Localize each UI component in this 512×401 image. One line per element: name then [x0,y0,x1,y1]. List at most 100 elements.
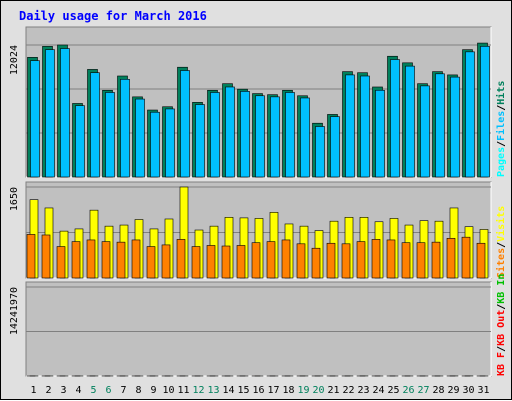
bar-sites [372,239,380,278]
day-label: 3 [60,385,66,396]
bar-files [211,92,220,177]
legend-entry: KB F [496,352,507,376]
bar-sites [57,247,65,278]
legend-top: Pages/Files/Hits [495,81,507,177]
day-label: 18 [282,385,294,396]
bar-files [301,98,310,177]
bar-sites [267,242,275,278]
day-label: 25 [387,385,399,396]
chart-title: Daily usage for March 2016 [19,9,207,23]
bar-files [196,105,205,177]
bar-files [241,91,250,177]
bar-sites [357,242,365,278]
bar-files [121,79,130,177]
bar-sites [132,240,140,278]
bar-files [181,71,190,177]
panel-middle: 1650 Sites/Visits [9,182,507,278]
bar-files [421,86,430,177]
bar-files [331,117,340,177]
day-label: 15 [237,385,249,396]
bar-files [286,92,295,177]
bar-files [316,127,325,177]
bar-files [256,96,265,177]
bar-files [466,52,475,177]
bar-sites [27,234,35,278]
bar-files [91,73,100,177]
day-label: 20 [312,385,324,396]
day-label: 1 [30,385,36,396]
day-label: 24 [372,385,384,396]
day-label: 11 [177,385,189,396]
bar-files [76,106,85,177]
day-label: 30 [462,385,474,396]
legend-entry: KB In [496,274,507,304]
day-label: 22 [342,385,354,396]
day-label: 21 [327,385,339,396]
day-label: 2 [45,385,51,396]
day-label: 16 [252,385,264,396]
panel-top: 12024 Pages/Files/Hits [9,27,507,177]
bar-sites [282,240,290,278]
day-label: 17 [267,385,279,396]
bar-files [61,49,70,177]
bar-sites [117,242,125,278]
bar-sites [342,244,350,278]
legend-bottom: KB F/KB Out/KB In [496,274,507,376]
plot-area-bottom [26,282,491,376]
day-label: 6 [105,385,111,396]
bar-sites [147,247,155,278]
bar-files [226,87,235,177]
bar-sites [87,240,95,278]
bar-files [166,109,175,177]
bar-files [436,74,445,177]
day-label: 10 [162,385,174,396]
bar-files [46,50,55,177]
bar-files [31,61,40,177]
y-tick-label-top: 12024 [9,45,20,75]
day-label: 31 [477,385,489,396]
bar-sites [417,243,425,278]
day-label: 14 [222,385,234,396]
legend-entry: Sites [495,248,507,278]
bar-files [376,90,385,177]
bar-files [271,97,280,177]
bar-sites [162,245,170,278]
bar-sites [402,243,410,278]
bar-sites [312,248,320,278]
bar-files [151,112,160,177]
legend-entry: Files [495,111,507,141]
day-label: 29 [447,385,459,396]
bar-files [406,66,415,177]
bar-files [346,75,355,177]
legend-entry: Hits [495,81,507,105]
y-tick-label-middle: 1650 [9,187,20,211]
day-label: 4 [75,385,81,396]
bar-sites [387,240,395,278]
legend-entry: Visits [495,206,507,242]
bar-sites [297,244,305,278]
bar-files [481,46,490,177]
bar-sites [207,245,215,278]
bar-sites [462,237,470,278]
bar-sites [477,243,485,278]
day-label: 12 [192,385,204,396]
bar-sites [252,243,260,278]
day-label: 7 [120,385,126,396]
bar-sites [222,246,230,278]
bar-sites [432,242,440,278]
bar-sites [327,243,335,278]
legend-middle: Sites/Visits [495,206,507,278]
day-label: 9 [150,385,156,396]
bar-files [136,99,145,177]
day-label: 26 [402,385,414,396]
bar-sites [192,247,200,278]
day-label: 19 [297,385,309,396]
day-label: 23 [357,385,369,396]
bar-files [361,76,370,177]
day-label: 13 [207,385,219,396]
bar-sites [177,239,185,278]
day-label: 5 [90,385,96,396]
